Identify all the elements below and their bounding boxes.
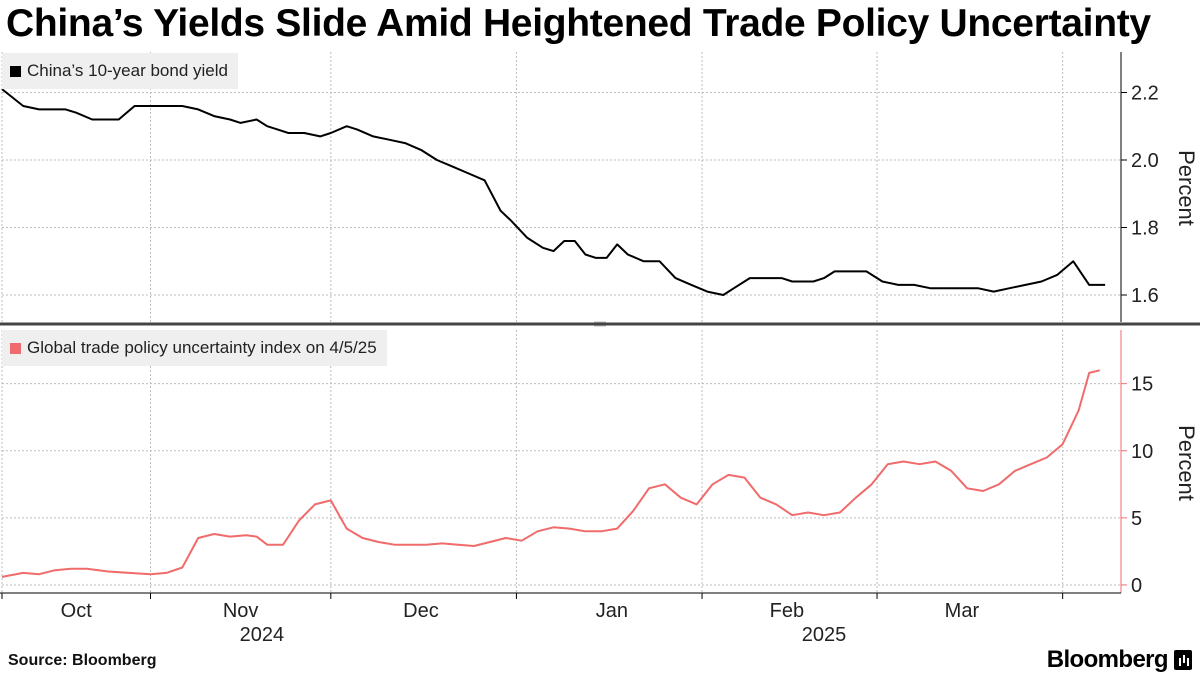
yield-panel: 1.6 1.8 2.0 2.2 xyxy=(1,52,1159,322)
x-tick-label: Feb xyxy=(770,600,804,622)
x-year-label: 2024 xyxy=(240,624,285,646)
series-line-yield xyxy=(1,88,1106,296)
x-tick-label: Oct xyxy=(61,600,93,622)
legend-yield: China’s 10-year bond yield xyxy=(2,53,238,89)
panel-separator xyxy=(0,321,1200,327)
legend-label-uncertainty: Global trade policy uncertainty index on… xyxy=(27,338,377,357)
y-axis-title-yield: Percent xyxy=(1173,150,1199,226)
x-tick-label: Jan xyxy=(596,600,628,622)
y-tick-label: 10 xyxy=(1131,441,1153,463)
grid-layer xyxy=(1,52,1121,593)
x-axis: Oct Nov Dec Jan Feb Mar 2024 2025 xyxy=(0,592,1121,646)
series-line-uncertainty xyxy=(1,369,1101,578)
x-tick-label: Mar xyxy=(945,600,980,622)
y-tick-label: 2.0 xyxy=(1131,150,1159,172)
x-tick-label: Nov xyxy=(223,600,259,622)
y-tick-label: 2.2 xyxy=(1131,83,1159,105)
y-tick-label: 5 xyxy=(1131,508,1142,530)
x-year-label: 2025 xyxy=(802,624,847,646)
y-tick-label: 1.6 xyxy=(1131,285,1159,307)
legend-swatch-uncertainty xyxy=(10,342,21,354)
source-note: Source: Bloomberg xyxy=(8,652,157,669)
uncertainty-panel: 0 5 10 15 xyxy=(1,330,1153,597)
chart-title: China’s Yields Slide Amid Heightened Tra… xyxy=(6,2,1151,45)
y-tick-label: 0 xyxy=(1131,575,1142,597)
legend-uncertainty: Global trade policy uncertainty index on… xyxy=(2,330,387,366)
bloomberg-logo: Bloomberg xyxy=(1047,646,1192,674)
x-tick-label: Dec xyxy=(403,600,439,622)
y-tick-label: 1.8 xyxy=(1131,218,1159,240)
y-axis-title-uncertainty: Percent xyxy=(1173,425,1199,501)
legend-label-yield: China’s 10-year bond yield xyxy=(27,61,228,80)
legend-swatch-yield xyxy=(10,65,21,77)
brand-text: Bloomberg xyxy=(1046,646,1169,673)
bloomberg-terminal-icon xyxy=(1174,650,1192,670)
y-tick-label: 15 xyxy=(1131,374,1153,396)
